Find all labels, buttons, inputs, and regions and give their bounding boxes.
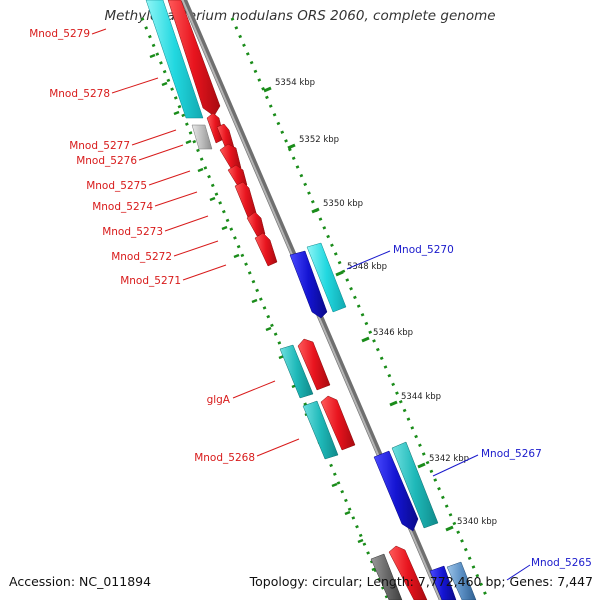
- ruler-tick-label: 5340 kbp: [457, 517, 497, 527]
- gene-label-layer: Mnod_5279 Mnod_5278 Mnod_5277 Mnod_5276 Mnod…: [29, 28, 592, 569]
- gene-label[interactable]: Mnod_5273: [102, 226, 163, 238]
- track-boundaries: [140, 17, 490, 600]
- inner-ruler-tick: [331, 482, 338, 488]
- gene-label[interactable]: Mnod_5270: [393, 244, 454, 256]
- feature-bottom-dark-grey[interactable]: [370, 553, 403, 600]
- ruler-tick-label: 5354 kbp: [275, 78, 315, 88]
- feature-mnod-5270-cyan[interactable]: [306, 242, 347, 313]
- gene-label[interactable]: Mnod_5268: [194, 452, 255, 464]
- gene-label[interactable]: Mnod_5275: [86, 180, 147, 192]
- ruler-labels: 5354 kbp 5352 kbp 5350 kbp 5348 kbp 5346 kbp…: [275, 78, 497, 527]
- gene-label[interactable]: Mnod_5276: [76, 155, 137, 167]
- inner-ruler-tick: [344, 510, 351, 516]
- ruler-tick-mark: [417, 462, 426, 469]
- map-title: Methylobacterium nodulans ORS 2060, comp…: [104, 8, 496, 24]
- genome-summary-text: Topology: circular; Length: 7,772,460 bp…: [249, 574, 593, 589]
- inner-ruler-tick: [209, 196, 216, 202]
- gene-label[interactable]: Mnod_5265: [531, 557, 592, 569]
- ruler-tick-mark: [361, 336, 370, 343]
- left-leader-lines: [91, 28, 300, 457]
- inner-ruler-tick: [221, 225, 228, 231]
- inner-ruler-tick: [265, 326, 272, 332]
- gene-label[interactable]: Mnod_5279: [29, 28, 90, 40]
- inner-ruler-tick: [233, 253, 240, 259]
- inner-ruler-tick: [197, 167, 204, 173]
- feature-glga-red-cds[interactable]: [297, 338, 331, 391]
- feature-mnod-5279-cyan[interactable]: [145, 0, 204, 119]
- ruler-ticks: [263, 86, 454, 532]
- inner-ruler-tick: [251, 298, 258, 304]
- ruler-tick-mark: [445, 525, 454, 532]
- inner-ruler-tick: [185, 139, 192, 145]
- gene-label[interactable]: Mnod_5271: [120, 275, 181, 287]
- feature-mnod-5265-steel[interactable]: [446, 561, 477, 600]
- feature-mnod-5267-blue-cds[interactable]: [373, 450, 419, 532]
- feature-mnod-5271-red-cds[interactable]: [254, 232, 278, 267]
- feature-mnod-5273-red-cds[interactable]: [234, 181, 258, 221]
- feature-bottom-red-cds[interactable]: [388, 545, 428, 600]
- ruler-tick-label: 5346 kbp: [373, 328, 413, 338]
- ruler-tick-label: 5350 kbp: [323, 199, 363, 209]
- inner-ruler-tick: [173, 110, 180, 116]
- gene-label[interactable]: Mnod_5272: [111, 251, 172, 263]
- ruler-tick-label: 5342 kbp: [429, 454, 469, 464]
- inner-track-boundary: [140, 17, 390, 600]
- inner-ruler-tick: [161, 81, 168, 87]
- gene-label[interactable]: Mnod_5277: [69, 140, 130, 152]
- feature-mnod-5268-red-cds[interactable]: [320, 395, 356, 451]
- accession-text: Accession: NC_011894: [9, 574, 152, 589]
- feature-mnod-5268-teal[interactable]: [302, 400, 339, 460]
- feature-mnod-5265-blue-cds[interactable]: [429, 565, 457, 600]
- feature-glga-teal[interactable]: [279, 344, 314, 399]
- ruler-tick-mark: [287, 143, 296, 150]
- feature-mnod-5267-teal[interactable]: [391, 441, 439, 529]
- ruler-tick-label: 5344 kbp: [401, 392, 441, 402]
- inner-ruler-tick: [357, 538, 364, 544]
- feature-mnod-5270-blue-cds[interactable]: [289, 250, 328, 319]
- ruler-tick-mark: [263, 86, 272, 93]
- feature-mnod-5275-red-cds[interactable]: [219, 143, 242, 171]
- gene-label[interactable]: Mnod_5274: [92, 201, 153, 213]
- gene-label[interactable]: Mnod_5278: [49, 88, 110, 100]
- feature-glyphs: [145, 0, 477, 600]
- right-leader-lines: [346, 250, 531, 581]
- ruler-tick-mark: [335, 270, 344, 277]
- outer-track-boundary: [230, 17, 490, 600]
- inner-ruler-tick: [149, 53, 156, 59]
- ruler-tick-mark: [311, 207, 320, 214]
- inner-ruler-ticks: [149, 53, 378, 572]
- feature-mnod-5272-red-cds[interactable]: [246, 211, 266, 237]
- gene-label[interactable]: glgA: [207, 394, 231, 406]
- ruler-tick-mark: [389, 400, 398, 407]
- feature-mnod-5278-red-cds[interactable]: [167, 0, 221, 117]
- ruler-tick-label: 5348 kbp: [347, 262, 387, 272]
- ruler-tick-label: 5352 kbp: [299, 135, 339, 145]
- gene-label[interactable]: Mnod_5267: [481, 448, 542, 460]
- feature-mnod-5277-grey[interactable]: [191, 124, 213, 150]
